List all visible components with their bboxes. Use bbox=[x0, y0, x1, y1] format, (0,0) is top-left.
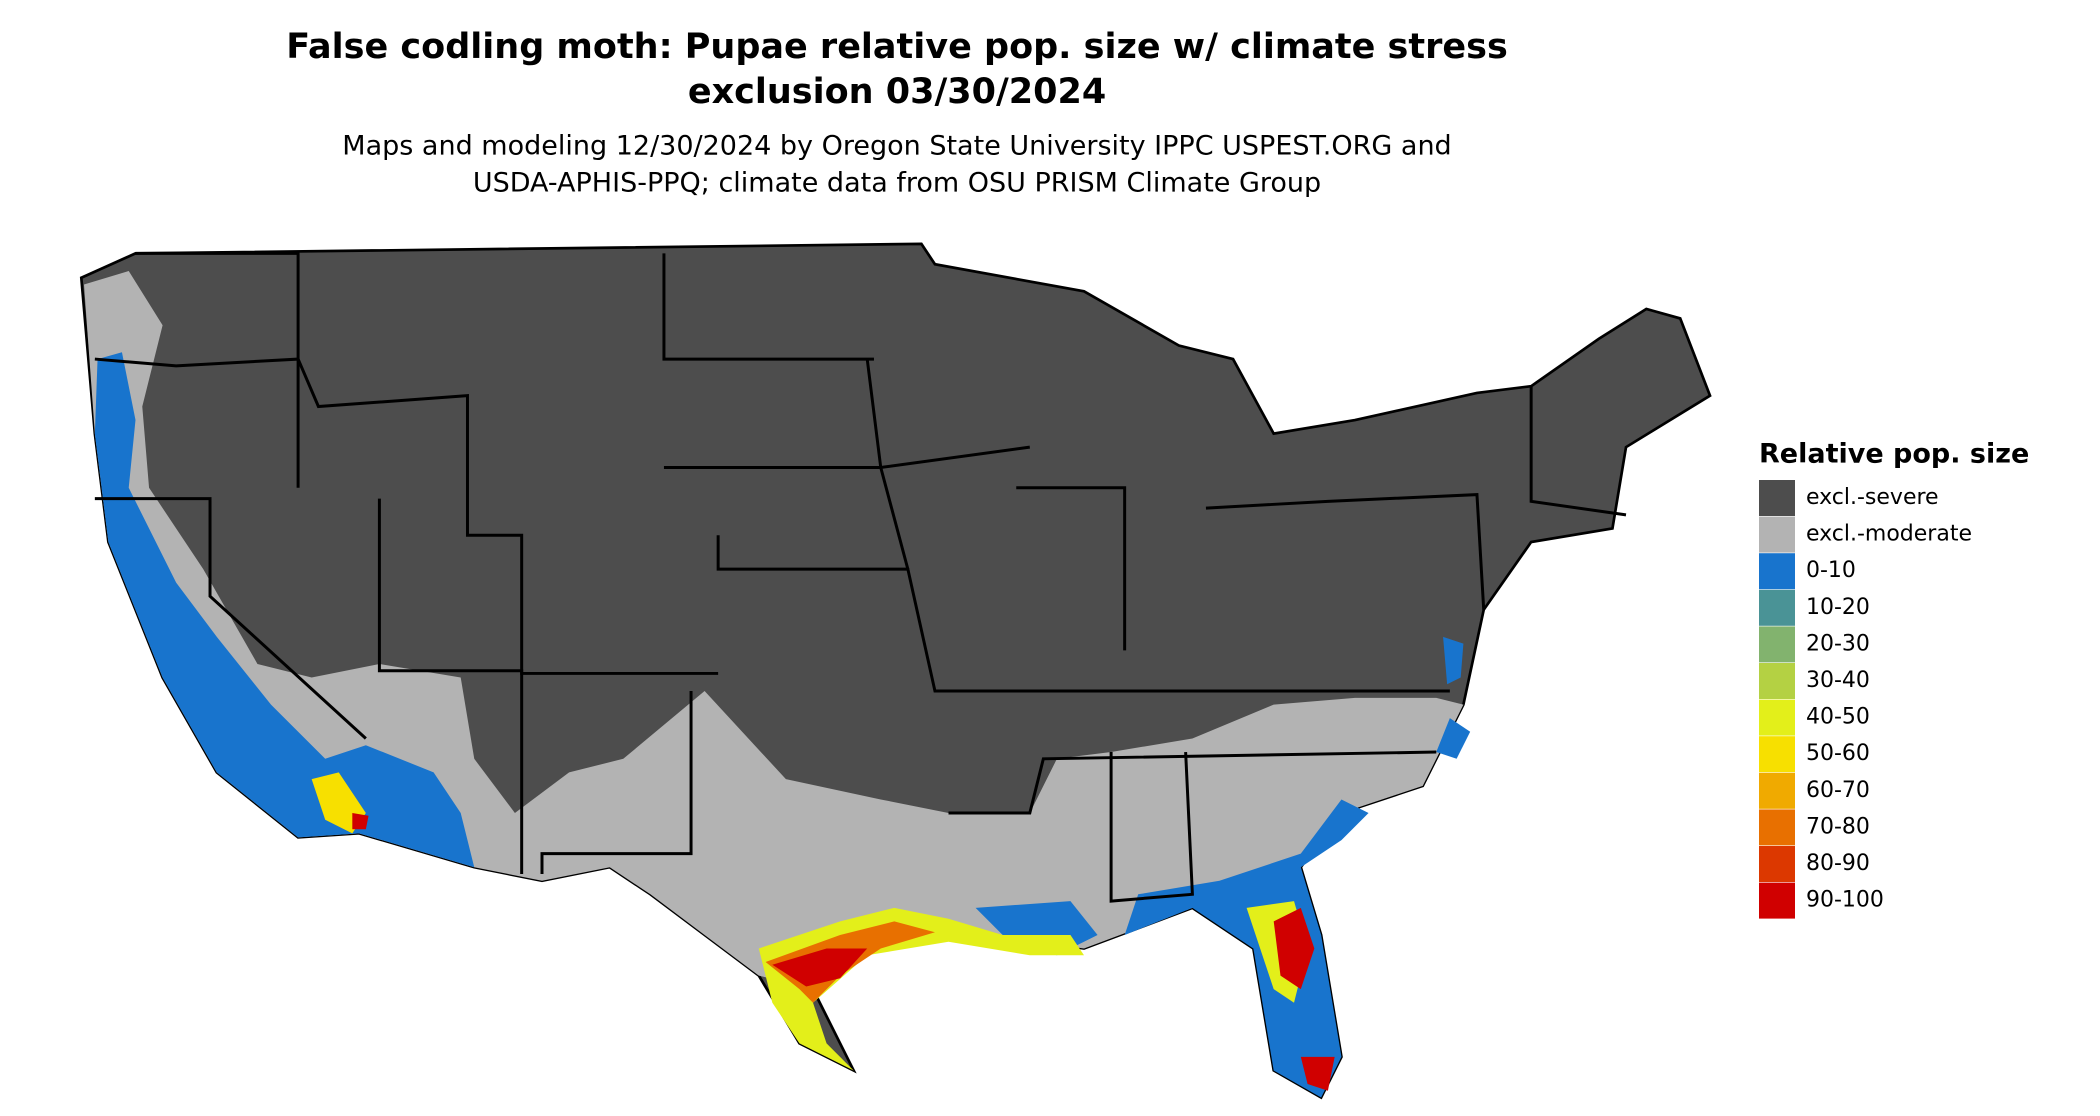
legend: excl.-severe excl.-moderate 0-10 10-20 20-30… bbox=[1759, 480, 1972, 919]
legend-label: 90-100 bbox=[1806, 888, 1884, 913]
legend-swatch bbox=[1759, 736, 1795, 773]
region bbox=[352, 813, 369, 830]
legend-label: 60-70 bbox=[1806, 778, 1870, 803]
legend-label: 80-90 bbox=[1806, 851, 1870, 876]
legend-swatch bbox=[1759, 809, 1795, 846]
legend-label: excl.-moderate bbox=[1806, 522, 1972, 547]
title: False codling moth: Pupae relative pop. … bbox=[286, 27, 1508, 67]
region bbox=[1273, 907, 1315, 990]
subtitle: USDA-APHIS-PPQ; climate data from OSU PR… bbox=[473, 168, 1321, 199]
subtitle: Maps and modeling 12/30/2024 by Oregon S… bbox=[342, 131, 1451, 162]
region bbox=[1443, 636, 1464, 685]
title: exclusion 03/30/2024 bbox=[688, 72, 1106, 112]
legend-title: Relative pop. size bbox=[1759, 439, 2029, 470]
map bbox=[79, 242, 1712, 1100]
region bbox=[772, 948, 868, 987]
legend-swatch bbox=[1759, 772, 1795, 809]
region bbox=[94, 352, 475, 868]
legend-swatch bbox=[1759, 626, 1795, 663]
legend-label: 50-60 bbox=[1806, 741, 1870, 766]
legend-swatch bbox=[1759, 882, 1795, 919]
legend-swatch bbox=[1759, 589, 1795, 626]
legend-swatch bbox=[1759, 553, 1795, 590]
legend-label: 70-80 bbox=[1806, 814, 1870, 839]
legend-swatch bbox=[1759, 663, 1795, 699]
legend-swatch bbox=[1759, 846, 1795, 882]
legend-label: 30-40 bbox=[1806, 668, 1870, 693]
legend-label: 0-10 bbox=[1806, 558, 1856, 583]
legend-swatch bbox=[1759, 516, 1795, 553]
legend-label: excl.-severe bbox=[1806, 485, 1939, 510]
region bbox=[79, 242, 1712, 1100]
region bbox=[1124, 799, 1369, 1098]
legend-label: 40-50 bbox=[1806, 705, 1870, 730]
state-lines bbox=[94, 251, 1627, 903]
legend-swatch bbox=[1759, 480, 1795, 516]
legend-swatch bbox=[1759, 699, 1795, 736]
legend-label: 20-30 bbox=[1806, 631, 1870, 656]
legend-label: 10-20 bbox=[1806, 595, 1870, 620]
region bbox=[1436, 718, 1471, 759]
region bbox=[1300, 1056, 1335, 1091]
